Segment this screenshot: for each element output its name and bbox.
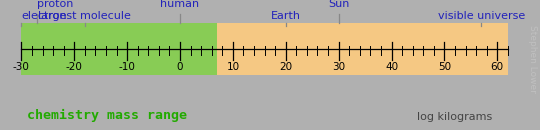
Text: proton: proton bbox=[37, 0, 73, 9]
Text: log kilograms: log kilograms bbox=[417, 112, 492, 122]
Text: 0: 0 bbox=[177, 62, 183, 72]
Text: chemistry mass range: chemistry mass range bbox=[26, 109, 187, 122]
Text: 50: 50 bbox=[438, 62, 451, 72]
Text: electron: electron bbox=[22, 11, 67, 21]
Bar bbox=[22, 23, 217, 75]
Text: 20: 20 bbox=[279, 62, 292, 72]
Text: -10: -10 bbox=[119, 62, 136, 72]
Text: -30: -30 bbox=[13, 62, 30, 72]
Text: human: human bbox=[160, 0, 200, 9]
Text: visible universe: visible universe bbox=[438, 11, 525, 21]
Text: 60: 60 bbox=[491, 62, 504, 72]
Text: Earth: Earth bbox=[271, 11, 301, 21]
Text: largest molecule: largest molecule bbox=[38, 11, 131, 21]
Text: 30: 30 bbox=[332, 62, 345, 72]
Text: Stephen Lower: Stephen Lower bbox=[528, 25, 537, 92]
Bar bbox=[22, 23, 508, 75]
Text: 10: 10 bbox=[226, 62, 239, 72]
Text: 40: 40 bbox=[385, 62, 398, 72]
Text: -20: -20 bbox=[66, 62, 83, 72]
Text: Sun: Sun bbox=[328, 0, 349, 9]
